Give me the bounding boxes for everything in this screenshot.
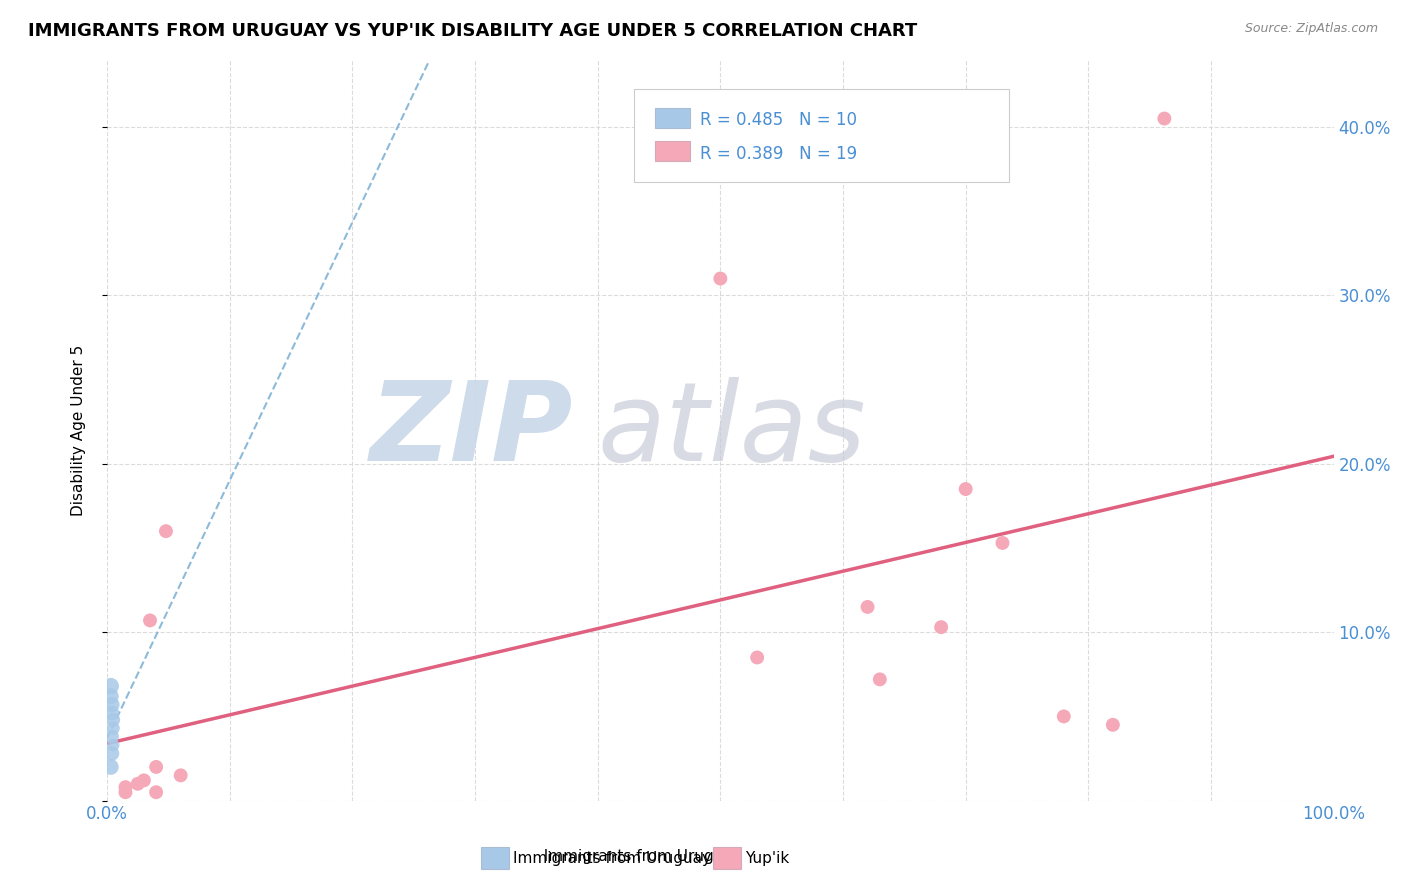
Point <box>103 721 125 735</box>
Point <box>114 785 136 799</box>
Point <box>1102 718 1125 732</box>
Point <box>1053 709 1076 723</box>
FancyBboxPatch shape <box>655 141 690 161</box>
Point <box>132 773 155 788</box>
Point <box>101 698 124 712</box>
Point <box>100 760 122 774</box>
Point <box>114 780 136 794</box>
Text: IMMIGRANTS FROM URUGUAY VS YUP'IK DISABILITY AGE UNDER 5 CORRELATION CHART: IMMIGRANTS FROM URUGUAY VS YUP'IK DISABI… <box>28 22 917 40</box>
Point <box>100 679 122 693</box>
Text: Immigrants from Uruguay: Immigrants from Uruguay <box>534 849 742 863</box>
Point <box>101 706 124 720</box>
Point <box>1153 112 1175 126</box>
Text: R = 0.485   N = 10: R = 0.485 N = 10 <box>700 112 856 129</box>
Text: atlas: atlas <box>598 376 866 483</box>
Text: R = 0.389   N = 19: R = 0.389 N = 19 <box>700 145 856 163</box>
Point <box>139 614 162 628</box>
Point <box>856 599 879 614</box>
Point <box>747 650 769 665</box>
Text: Immigrants from Uruguay: Immigrants from Uruguay <box>513 851 711 865</box>
Text: Yup'ik: Yup'ik <box>745 851 789 865</box>
Point <box>101 747 124 761</box>
Point <box>103 738 125 752</box>
Point <box>991 536 1014 550</box>
Point <box>169 768 191 782</box>
Point <box>101 730 124 744</box>
FancyBboxPatch shape <box>655 108 690 128</box>
Text: Source: ZipAtlas.com: Source: ZipAtlas.com <box>1244 22 1378 36</box>
Text: ZIP: ZIP <box>370 376 574 483</box>
Point <box>127 777 149 791</box>
Point <box>929 620 952 634</box>
Point <box>709 271 731 285</box>
Point <box>955 482 977 496</box>
Point <box>145 760 167 774</box>
Point <box>100 689 122 703</box>
Point <box>155 524 177 538</box>
Point <box>145 785 167 799</box>
Point <box>103 713 125 727</box>
Point <box>869 673 891 687</box>
FancyBboxPatch shape <box>634 89 1008 182</box>
Y-axis label: Disability Age Under 5: Disability Age Under 5 <box>72 344 86 516</box>
